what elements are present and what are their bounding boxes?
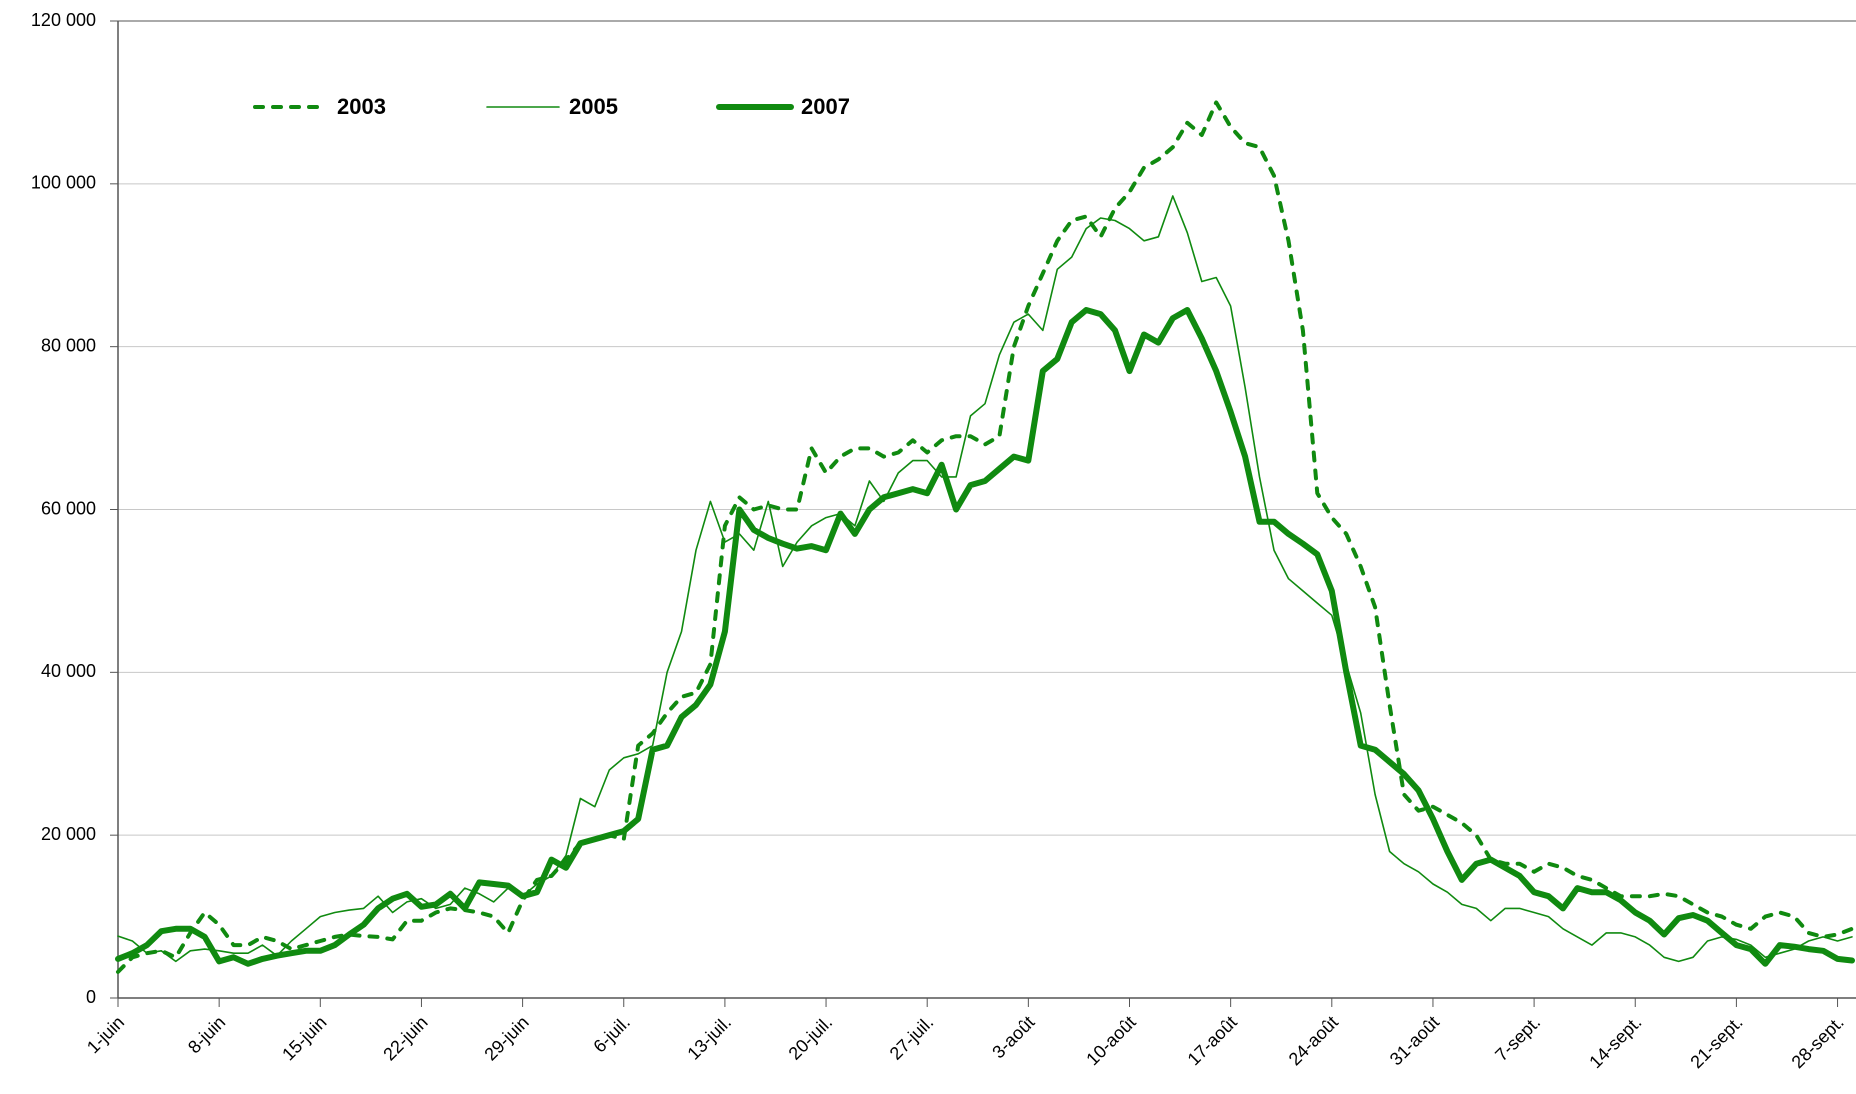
x-tick-label: 15-juin: [278, 1012, 330, 1064]
y-tick-label: 80 000: [41, 335, 96, 355]
x-tick-label: 17-août: [1184, 1012, 1241, 1069]
grid: [118, 20, 1856, 999]
x-tick-label: 13-juil.: [683, 1012, 735, 1064]
series-line: [117, 195, 1853, 963]
series-line: [115, 307, 1855, 967]
x-tick-label: 20-juil.: [785, 1012, 837, 1064]
legend-label: 2003: [337, 94, 386, 119]
y-tick-label: 100 000: [31, 173, 96, 193]
x-tick-label: 29-juin: [480, 1012, 532, 1064]
lines: [115, 100, 1855, 974]
axes: 0 20 000 40 000 60 000 80 000 100 000 120 000 1…: [31, 10, 1856, 1072]
y-tick-label: 20 000: [41, 824, 96, 844]
y-tick-label: 120 000: [31, 10, 96, 30]
x-tick-label: 1-juin: [83, 1012, 128, 1057]
y-tick-label: 0: [86, 987, 96, 1007]
x-tick-label: 10-août: [1082, 1012, 1139, 1069]
x-tick-label: 3-août: [988, 1012, 1038, 1062]
legend-label: 2007: [801, 94, 850, 119]
legend-label: 2005: [569, 94, 618, 119]
legend: 2003 2005 2007: [253, 94, 850, 119]
series-line: [116, 100, 1854, 974]
x-tick-label: 14-sept.: [1585, 1012, 1645, 1072]
y-tick-label: 60 000: [41, 498, 96, 518]
x-tick-label: 27-juil.: [886, 1012, 938, 1064]
x-tick-label: 28-sept.: [1788, 1012, 1848, 1072]
x-tick-label: 7-sept.: [1491, 1012, 1544, 1065]
x-tick-label: 21-sept.: [1686, 1012, 1746, 1072]
x-tick-label: 6-juil.: [589, 1012, 634, 1057]
x-tick-label: 31-août: [1386, 1012, 1443, 1069]
x-tick-label: 24-août: [1285, 1012, 1342, 1069]
x-tick-label: 8-juin: [184, 1012, 229, 1057]
y-tick-label: 40 000: [41, 661, 96, 681]
x-tick-label: 22-juin: [379, 1012, 431, 1064]
